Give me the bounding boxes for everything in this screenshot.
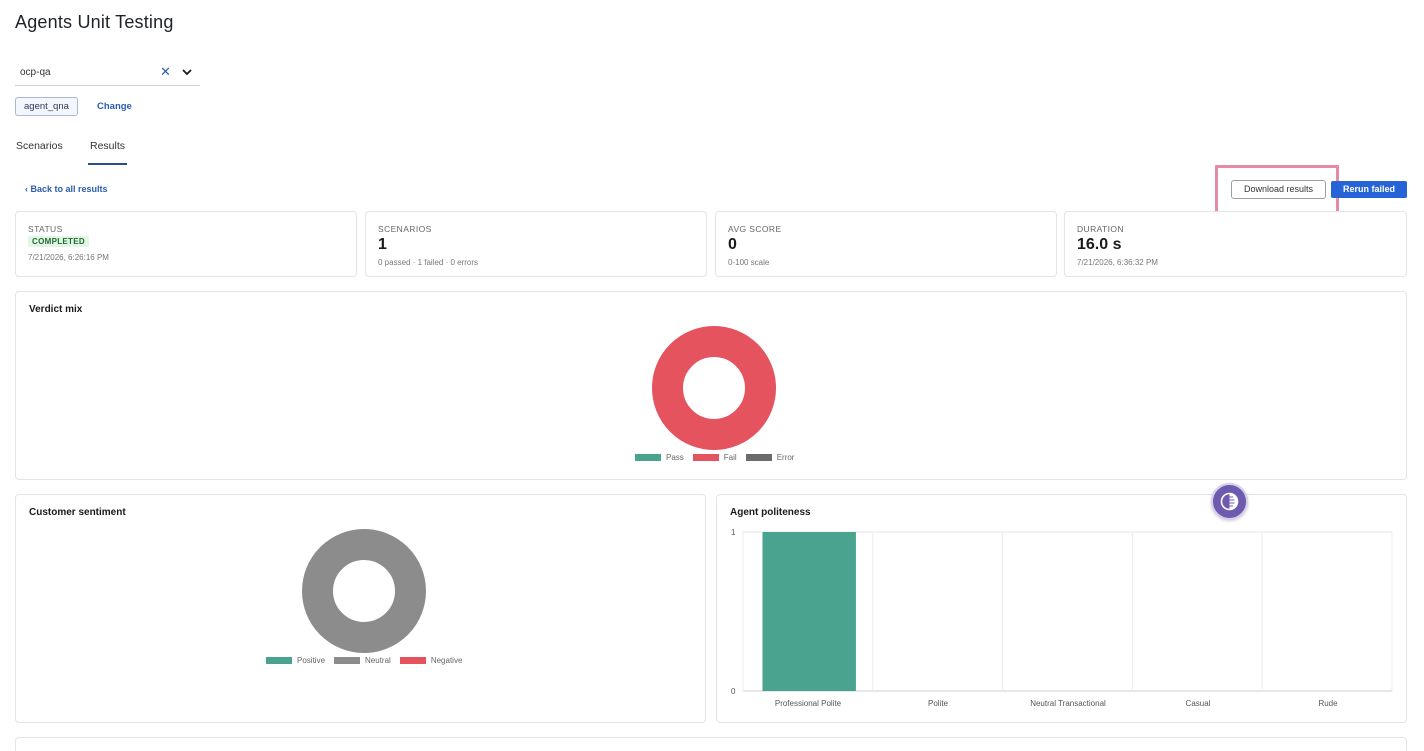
legend-item-fail: Fail (692, 453, 737, 462)
x-tick-label-polite: Polite (927, 699, 948, 708)
duration-label: DURATION (1077, 224, 1124, 234)
scenarios-sub: 0 passed · 1 failed · 0 errors (378, 258, 479, 267)
duration-value: 16.0 s (1077, 236, 1122, 253)
legend-swatch-neutral (334, 657, 361, 664)
duration-card: DURATION 16.0 s 7/21/2026, 6:36:32 PM (1064, 211, 1407, 277)
duration-sub: 7/21/2026, 6:36:32 PM (1077, 258, 1158, 267)
legend-swatch-negative (399, 657, 426, 664)
project-select-value: ocp-qa (20, 67, 51, 78)
scenarios-label: SCENARIOS (378, 224, 432, 234)
legend-label-pass: Pass (666, 453, 684, 462)
slice-neutral (302, 529, 426, 653)
legend-swatch-pass (635, 454, 661, 461)
avg-score-value: 0 (728, 236, 737, 253)
legend-item-error: Error (745, 453, 795, 462)
verdict-mix-panel: Verdict mix Pass Fail Error (15, 291, 1407, 480)
legend-item-negative: Negative (399, 656, 463, 665)
tab-results[interactable]: Results (88, 140, 128, 165)
legend-item-neutral: Neutral (334, 656, 391, 665)
x-tick-label-neutral-transactional: Neutral Transactional (1030, 699, 1106, 708)
sentiment-legend: Positive Neutral Negative (266, 656, 462, 665)
download-results-button[interactable]: Download results (1231, 180, 1326, 199)
slice-fail (652, 326, 776, 450)
project-select[interactable]: ocp-qa ✕ (15, 60, 200, 86)
verdict-donut-chart (652, 326, 776, 450)
verdict-legend: Pass Fail Error (635, 453, 794, 462)
assistant-fab-button[interactable] (1211, 483, 1248, 520)
x-tick-label-casual: Casual (1185, 699, 1211, 708)
close-icon[interactable]: ✕ (160, 64, 171, 79)
avg-score-sub: 0-100 scale (728, 258, 770, 267)
x-tick-label-professional-polite: Professional Polite (774, 699, 842, 708)
status-label: STATUS (28, 224, 63, 234)
legend-swatch-error (745, 454, 772, 461)
status-badge: COMPLETED (28, 236, 89, 247)
status-card: STATUS COMPLETED 7/21/2026, 6:26:16 PM (15, 211, 357, 277)
legend-label-error: Error (776, 453, 795, 462)
legend-item-pass: Pass (635, 453, 684, 462)
avg-score-label: AVG SCORE (728, 224, 782, 234)
rerun-failed-button[interactable]: Rerun failed (1331, 181, 1407, 198)
next-panel (15, 737, 1407, 751)
sentiment-donut-chart (302, 529, 426, 653)
agent-politeness-title: Agent politeness (730, 507, 811, 518)
y-tick-label-0: 0 (731, 687, 736, 696)
legend-swatch-positive (266, 657, 292, 664)
avg-score-card: AVG SCORE 0 0-100 scale (715, 211, 1057, 277)
x-tick-label-rude: Rude (1318, 699, 1338, 708)
scenarios-value: 1 (378, 236, 387, 253)
customer-sentiment-title: Customer sentiment (29, 507, 126, 518)
back-to-results-link[interactable]: ‹ Back to all results (25, 184, 108, 194)
legend-label-positive: Positive (297, 656, 326, 665)
change-agent-link[interactable]: Change (97, 101, 132, 112)
legend-label-fail: Fail (723, 453, 737, 462)
legend-swatch-fail (692, 454, 719, 461)
customer-sentiment-panel: Customer sentiment Positive Neutral Nega… (15, 494, 706, 723)
chevron-down-icon[interactable] (180, 65, 194, 79)
assistant-icon (1220, 492, 1239, 511)
legend-item-positive: Positive (266, 656, 325, 665)
y-tick-label-1: 1 (731, 528, 736, 537)
agent-politeness-panel: Agent politeness (716, 494, 1407, 723)
verdict-mix-title: Verdict mix (29, 304, 83, 315)
legend-label-neutral: Neutral (365, 656, 391, 665)
scenarios-card: SCENARIOS 1 0 passed · 1 failed · 0 erro… (365, 211, 707, 277)
page-title: Agents Unit Testing (15, 12, 174, 32)
legend-label-negative: Negative (430, 656, 463, 665)
status-date: 7/21/2026, 6:26:16 PM (28, 253, 109, 262)
agent-chip[interactable]: agent_qna (15, 97, 78, 116)
tab-scenarios[interactable]: Scenarios (16, 140, 63, 152)
